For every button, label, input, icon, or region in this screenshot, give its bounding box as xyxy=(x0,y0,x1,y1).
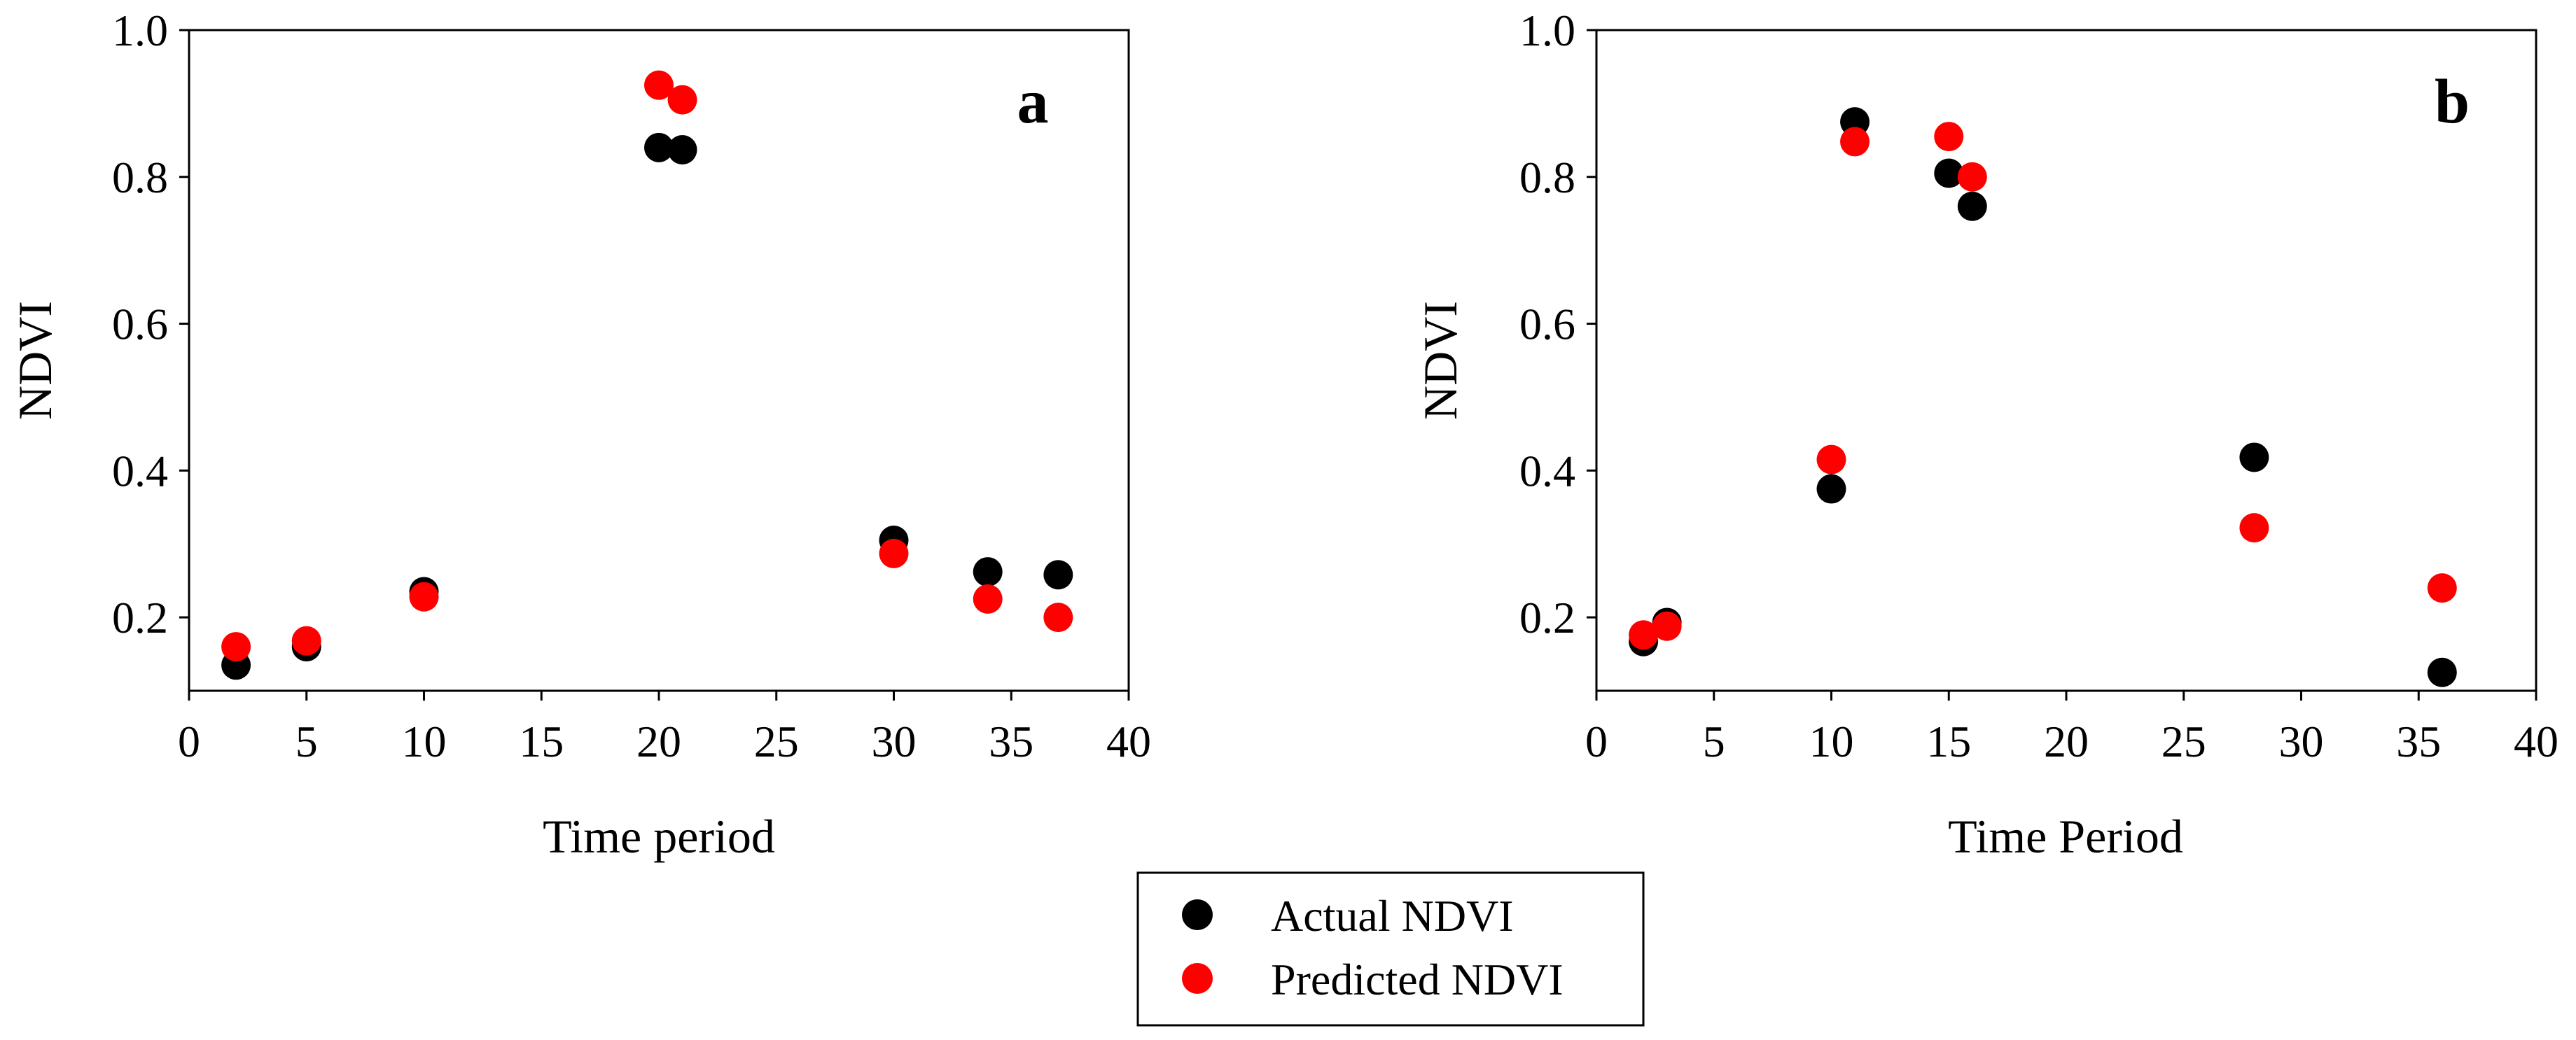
panel-a-point-predicted-ndvi xyxy=(973,584,1003,614)
panel-a-point-predicted-ndvi xyxy=(221,632,251,662)
panel-a-y-tick-label: 0.6 xyxy=(112,300,168,349)
panel-b-point-predicted-ndvi xyxy=(1652,611,1682,641)
panel-b-point-actual-ndvi xyxy=(2239,442,2269,472)
panel-b-x-tick-label: 20 xyxy=(2044,717,2089,766)
panel-b-x-tick-label: 40 xyxy=(2514,717,2558,766)
panel-b-point-predicted-ndvi xyxy=(2239,513,2269,543)
panel-a-x-tick-label: 40 xyxy=(1106,717,1151,766)
panel-b-x-tick-label: 0 xyxy=(1585,717,1608,766)
panel-a-y-tick-label: 1.0 xyxy=(112,6,168,55)
panel-b-x-axis: 0 5 10 15 20 25 30 35 40 xyxy=(1585,691,2558,766)
panel-a-y-axis: 0.2 0.4 0.6 0.8 1.0 xyxy=(112,6,189,642)
panel-b-point-actual-ndvi xyxy=(1816,474,1846,504)
legend-marker-actual xyxy=(1182,899,1213,930)
panel-a-point-predicted-ndvi xyxy=(879,538,909,568)
panel-b-y-tick-label: 0.6 xyxy=(1519,300,1575,349)
panel-b-data-points xyxy=(1629,107,2457,687)
panel-b-point-actual-ndvi xyxy=(1934,158,1964,188)
panel-a-data-points xyxy=(221,70,1073,680)
panel-a-point-actual-ndvi xyxy=(1043,560,1073,590)
chart-legend: Actual NDVI Predicted NDVI xyxy=(1136,871,1645,1027)
panel-a-point-predicted-ndvi xyxy=(291,626,321,656)
panel-b-y-axis: 0.2 0.4 0.6 0.8 1.0 xyxy=(1519,6,1596,642)
panel-b-x-tick-label: 25 xyxy=(2161,717,2206,766)
panel-a-x-axis-label: Time period xyxy=(543,810,775,863)
panel-a-point-predicted-ndvi xyxy=(1043,603,1073,633)
panel-b-y-tick-label: 0.2 xyxy=(1519,593,1575,642)
legend-label-actual: Actual NDVI xyxy=(1271,891,1514,941)
panel-b-point-predicted-ndvi xyxy=(1840,127,1870,157)
panel-b-x-tick-label: 10 xyxy=(1809,717,1854,766)
legend-label-predicted: Predicted NDVI xyxy=(1271,955,1564,1004)
panel-b-y-tick-label: 1.0 xyxy=(1519,6,1575,55)
panel-a-x-axis: 0 5 10 15 20 25 30 35 40 xyxy=(178,691,1151,766)
panel-b-point-predicted-ndvi xyxy=(1957,162,1987,192)
panel-a-x-tick-label: 30 xyxy=(872,717,917,766)
panel-b-x-tick-label: 35 xyxy=(2396,717,2441,766)
panel-b-point-actual-ndvi xyxy=(2427,657,2457,687)
panel-a-x-tick-label: 20 xyxy=(636,717,681,766)
panel-a-point-predicted-ndvi xyxy=(409,582,439,612)
panel-b-point-predicted-ndvi xyxy=(1816,444,1846,475)
legend-marker-predicted xyxy=(1182,963,1213,994)
panel-b-y-tick-label: 0.8 xyxy=(1519,153,1575,202)
panel-a-y-tick-label: 0.2 xyxy=(112,593,168,642)
panel-a-x-tick-label: 5 xyxy=(295,717,318,766)
panel-b-point-predicted-ndvi xyxy=(2427,573,2457,603)
panel-a-point-actual-ndvi xyxy=(667,134,697,164)
panel-a-point-predicted-ndvi xyxy=(667,85,697,115)
panel-a-x-tick-label: 10 xyxy=(402,717,447,766)
panel-a-point-predicted-ndvi xyxy=(644,70,674,100)
panel-b-point-predicted-ndvi xyxy=(1629,620,1659,650)
panel-a-y-tick-label: 0.8 xyxy=(112,153,168,202)
panel-b-label: b xyxy=(2435,67,2470,136)
panel-a-x-tick-label: 15 xyxy=(519,717,564,766)
panel-b-plot-frame xyxy=(1595,29,2537,692)
panel-a-y-axis-label: NDVI xyxy=(8,301,62,420)
panel-b-point-actual-ndvi xyxy=(1957,191,1987,221)
panel-b-scatter-chart: 0.2 0.4 0.6 0.8 1.0 0 5 10 15 20 25 30 35 40 b Time … xyxy=(1414,6,2558,863)
panel-b-x-tick-label: 5 xyxy=(1703,717,1725,766)
panel-b-y-axis-label: NDVI xyxy=(1414,301,1467,420)
panel-b-x-tick-label: 15 xyxy=(1926,717,1971,766)
panel-a-label: a xyxy=(1017,67,1049,136)
panel-b-x-tick-label: 30 xyxy=(2279,717,2324,766)
panel-b-y-tick-label: 0.4 xyxy=(1519,446,1575,496)
panel-b-x-axis-label: Time Period xyxy=(1948,810,2183,863)
panel-b-point-predicted-ndvi xyxy=(1934,122,1964,152)
panel-a-point-actual-ndvi xyxy=(644,132,674,162)
panel-a-x-tick-label: 0 xyxy=(178,717,200,766)
panel-a-x-tick-label: 25 xyxy=(754,717,799,766)
panel-a-x-tick-label: 35 xyxy=(989,717,1033,766)
legend-frame xyxy=(1136,871,1645,1027)
panel-a-scatter-chart: 0.2 0.4 0.6 0.8 1.0 0 5 10 15 20 25 30 35 40 a Time … xyxy=(8,6,1151,863)
panel-a-y-tick-label: 0.4 xyxy=(112,446,168,496)
panel-a-point-actual-ndvi xyxy=(973,557,1003,587)
